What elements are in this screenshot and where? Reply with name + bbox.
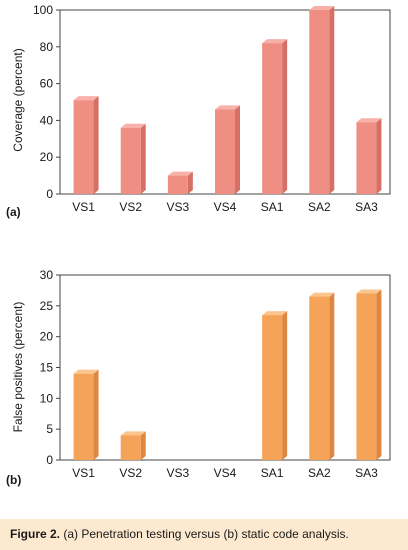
bar-side [235, 105, 240, 194]
bar [309, 10, 330, 194]
false-positives-y-axis-title: False positives (percent) [11, 302, 25, 433]
x-tick-label: VS4 [214, 200, 237, 214]
x-tick-label: VS3 [167, 466, 190, 480]
bar-top [73, 369, 99, 374]
x-tick-label: VS1 [72, 200, 95, 214]
bar-side [187, 171, 193, 194]
bar-top [356, 289, 382, 294]
y-tick-label: 60 [40, 77, 54, 91]
y-tick-label: 40 [40, 113, 54, 127]
bar [356, 293, 377, 460]
bar [73, 100, 94, 194]
x-tick-label: VS3 [167, 200, 190, 214]
y-tick-label: 5 [46, 422, 53, 436]
bar-top [73, 96, 99, 101]
bar-top [262, 311, 288, 316]
bar [120, 435, 141, 460]
x-tick-label: VS2 [119, 466, 142, 480]
bar [356, 122, 377, 194]
bar-top [356, 118, 382, 123]
figure-caption-prefix: Figure 2. [10, 527, 61, 541]
y-tick-label: 15 [40, 361, 54, 375]
bar-side [282, 39, 288, 195]
plot-frame [59, 274, 391, 461]
y-tick-label: 20 [40, 330, 54, 344]
bar-top [215, 105, 240, 110]
y-tick-label: 0 [46, 187, 53, 201]
coverage-chart: 0 20 40 60 80 100 VS1 VS2 VS3 VS4 SA1 SA2 SA3 Covera… [6, 3, 391, 219]
bar-side [376, 289, 382, 460]
bar-side [93, 369, 99, 460]
bar-top [120, 431, 146, 436]
x-tick-label: SA2 [308, 466, 331, 480]
false-positives-plot-area: 0 5 10 15 20 25 30 VS1 VS2 VS3 VS4 SA1 SA2 SA3 [40, 268, 391, 480]
bar [120, 127, 141, 194]
bar-side [140, 431, 146, 460]
x-tick-label: SA1 [261, 200, 284, 214]
y-tick-label: 10 [40, 391, 54, 405]
bar-top [309, 6, 335, 10]
x-tick-label: VS4 [214, 466, 237, 480]
y-tick-label: 0 [46, 453, 53, 467]
panel-label-b: (b) [6, 473, 21, 487]
bar [215, 109, 235, 194]
y-tick-label: 80 [40, 40, 54, 54]
bar [309, 296, 330, 460]
x-tick-label: VS2 [119, 200, 142, 214]
x-tick-label: SA3 [355, 466, 378, 480]
coverage-plot-area: 0 20 40 60 80 100 VS1 VS2 VS3 VS4 SA1 SA2 SA3 [33, 3, 391, 214]
bar [167, 175, 188, 194]
false-positives-chart: 0 5 10 15 20 25 30 VS1 VS2 VS3 VS4 SA1 SA2 SA3 False … [6, 268, 391, 487]
bar [73, 373, 94, 460]
bar-top [309, 292, 335, 297]
bar-side [329, 6, 335, 194]
bar-top [167, 171, 193, 176]
x-tick-label: VS1 [72, 466, 95, 480]
y-tick-label: 100 [33, 3, 53, 17]
x-tick-label: SA2 [308, 200, 331, 214]
x-tick-label: SA3 [355, 200, 378, 214]
bar-side [93, 96, 99, 194]
bar-top [120, 123, 146, 128]
figure-caption: Figure 2. (a) Penetration testing versus… [0, 519, 408, 550]
x-tick-label: SA1 [261, 466, 284, 480]
coverage-y-axis-title: Coverage (percent) [11, 48, 25, 151]
y-tick-label: 25 [40, 299, 54, 313]
y-tick-label: 20 [40, 150, 54, 164]
panel-label-a: (a) [6, 205, 21, 219]
figure-caption-text: (a) Penetration testing versus (b) stati… [63, 527, 349, 541]
bar-top [262, 39, 288, 44]
bar [262, 43, 283, 195]
bar-side [140, 123, 146, 194]
bar-side [282, 311, 288, 460]
bar-side [376, 118, 382, 194]
y-tick-label: 30 [40, 268, 54, 282]
bar [262, 315, 283, 460]
bar-side [329, 292, 335, 460]
